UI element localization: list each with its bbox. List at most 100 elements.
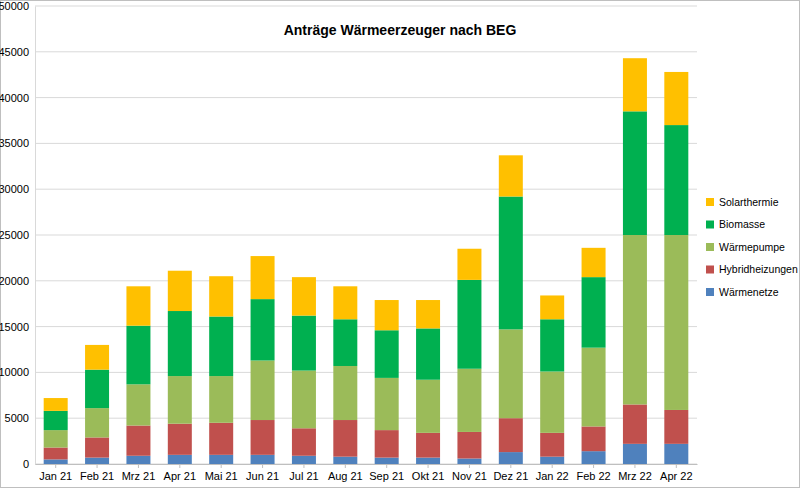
legend-label: Solarthermie (719, 196, 779, 208)
bar-segment (85, 458, 109, 464)
grid-line (35, 6, 697, 7)
tick-mark (593, 464, 594, 468)
tick: 20000 (0, 275, 35, 287)
bar-segment (664, 125, 688, 235)
legend-label: Biomasse (719, 218, 765, 230)
bar-segment (292, 456, 316, 464)
bar-segment (540, 371, 564, 432)
tick-label: 20000 (0, 275, 29, 287)
tick: Apr 21 (164, 464, 196, 482)
bar-segment (333, 319, 357, 366)
legend-item: Wärmepumpe (706, 241, 785, 253)
bar-segment (168, 455, 192, 464)
bar-segment (126, 426, 150, 456)
tick-mark (386, 464, 387, 468)
bar-segment (251, 420, 275, 455)
bar-segment (44, 430, 68, 447)
bar-segment (375, 430, 399, 457)
tick-mark (97, 464, 98, 468)
tick: 40000 (0, 92, 35, 104)
bar-segment (623, 235, 647, 404)
tick-mark (510, 464, 511, 468)
tick-label: 30000 (0, 183, 29, 195)
tick-label: Jun 21 (246, 470, 279, 482)
legend-label: Wärmenetze (719, 286, 779, 298)
axis-line (35, 7, 36, 465)
bar-segment (292, 316, 316, 371)
tick: Jun 21 (246, 464, 279, 482)
bar-segment (44, 411, 68, 430)
tick-label: 0 (23, 458, 29, 470)
tick: 50000 (0, 0, 35, 12)
tick: Aug 21 (328, 464, 363, 482)
tick: Jan 21 (39, 464, 72, 482)
tick: 25000 (0, 229, 35, 241)
bar-segment (209, 317, 233, 377)
tick: 35000 (0, 137, 35, 149)
grid-line (35, 189, 697, 190)
legend: SolarthermieBiomasseWärmepumpeHybridheiz… (706, 196, 798, 298)
tick: 0 (23, 458, 35, 470)
tick: 30000 (0, 183, 35, 195)
bar-segment (540, 319, 564, 371)
bar-segment (209, 455, 233, 464)
tick-mark (179, 464, 180, 468)
bar-segment (375, 330, 399, 378)
bar-segment (499, 197, 523, 330)
bar-segment (457, 249, 481, 280)
grid-line (35, 51, 697, 52)
bar-segment (44, 459, 68, 464)
bar-segment (499, 155, 523, 196)
tick: 45000 (0, 46, 35, 58)
bar-segment (126, 456, 150, 464)
tick-label: Jul 21 (289, 470, 318, 482)
bar-segment (499, 452, 523, 464)
tick: Jul 21 (289, 464, 318, 482)
bar-segment (582, 248, 606, 277)
tick-mark (221, 464, 222, 468)
bar-segment (457, 432, 481, 459)
tick-mark (634, 464, 635, 468)
tick: Mrz 21 (122, 464, 156, 482)
bar-segment (251, 256, 275, 299)
tick-mark (428, 464, 429, 468)
bar-segment (168, 376, 192, 424)
grid-line (35, 97, 697, 98)
tick-label: 10000 (0, 366, 29, 378)
bar-segment (44, 398, 68, 411)
grid-line (35, 235, 697, 236)
tick-mark (262, 464, 263, 468)
bar-segment (85, 370, 109, 408)
tick: Feb 22 (576, 464, 610, 482)
tick: Jan 22 (536, 464, 569, 482)
title: Anträge Wärmeerzeuger nach BEG (284, 22, 517, 38)
tick: Apr 22 (660, 464, 692, 482)
bar-segment (582, 277, 606, 348)
tick-label: Apr 21 (164, 470, 196, 482)
tick: 15000 (0, 321, 35, 333)
legend-swatch (706, 266, 714, 274)
tick: 5000 (5, 412, 35, 424)
grid-line (35, 143, 697, 144)
tick-mark (55, 464, 56, 468)
bar-segment (664, 72, 688, 125)
bar-segment (582, 451, 606, 464)
bar-segment (126, 326, 150, 385)
bar-segment (375, 378, 399, 430)
tick-label: Mai 21 (205, 470, 238, 482)
bar-segment (333, 457, 357, 464)
bar-segment (416, 433, 440, 458)
bar-segment (540, 457, 564, 464)
bar-segment (540, 295, 564, 319)
bar-segment (664, 444, 688, 464)
tick-label: Nov 21 (452, 470, 487, 482)
tick-label: 50000 (0, 0, 29, 12)
bar-segment (85, 345, 109, 370)
legend-item: Solarthermie (706, 196, 779, 208)
bar-segment (292, 277, 316, 315)
bar-segment (375, 300, 399, 330)
series (44, 111, 689, 430)
bar-segment (623, 404, 647, 443)
tick: Dez 21 (493, 464, 528, 482)
bar-segment (416, 380, 440, 433)
